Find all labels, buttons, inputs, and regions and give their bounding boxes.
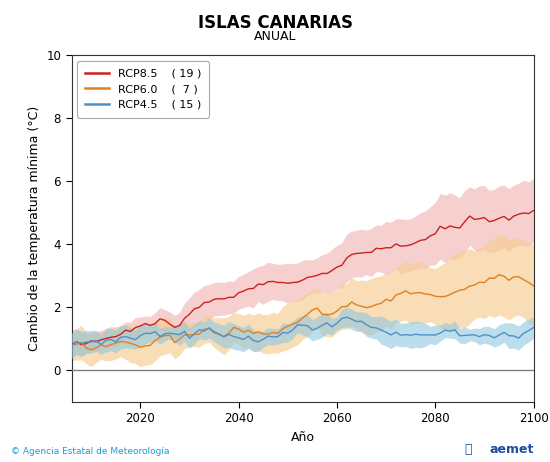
Text: © Agencia Estatal de Meteorología: © Agencia Estatal de Meteorología (11, 448, 169, 456)
Text: aemet: aemet (489, 444, 534, 456)
X-axis label: Año: Año (290, 431, 315, 444)
Legend: RCP8.5    ( 19 ), RCP6.0    (  7 ), RCP4.5    ( 15 ): RCP8.5 ( 19 ), RCP6.0 ( 7 ), RCP4.5 ( 15… (77, 61, 210, 118)
Y-axis label: Cambio de la temperatura mínima (°C): Cambio de la temperatura mínima (°C) (28, 106, 41, 351)
Text: ANUAL: ANUAL (254, 30, 296, 43)
Text: ISLAS CANARIAS: ISLAS CANARIAS (197, 14, 353, 32)
Text: ⓘ: ⓘ (465, 444, 472, 456)
